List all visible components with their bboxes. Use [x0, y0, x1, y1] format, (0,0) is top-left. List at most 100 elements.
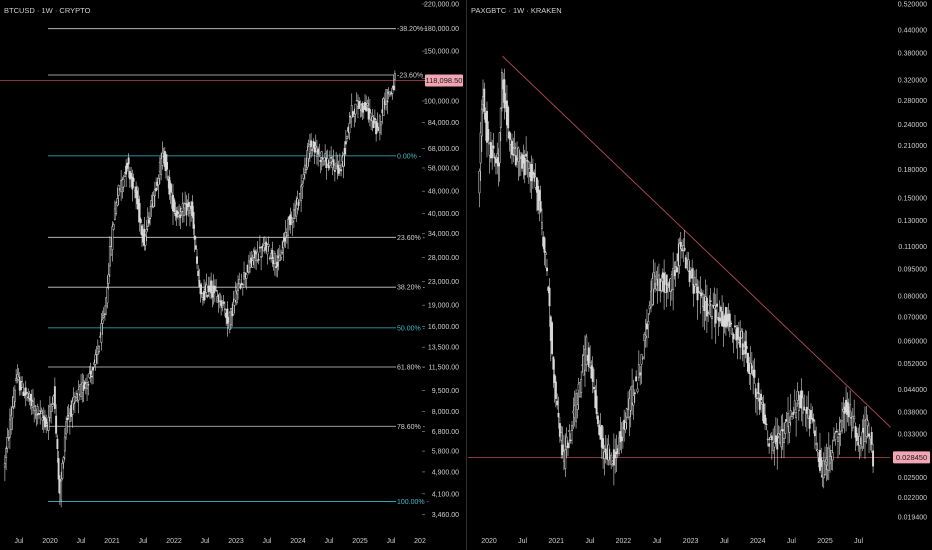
candle-body [533, 172, 536, 179]
candle-body [138, 203, 141, 223]
candle-body [116, 198, 119, 206]
candle-body [692, 284, 695, 294]
candle-body [647, 321, 650, 326]
candle-body [122, 178, 125, 188]
candle-body [732, 334, 735, 340]
candle-body [603, 451, 606, 459]
candle-body [691, 268, 694, 279]
candle-body [866, 420, 869, 427]
candle-body [480, 108, 483, 137]
price-tick-label: 0.070000 [898, 314, 927, 321]
candle-body [320, 151, 323, 158]
candle-body [40, 411, 43, 415]
candle-body [147, 219, 150, 224]
candle-body [53, 386, 56, 409]
candle-body [500, 72, 503, 109]
candle-body [275, 266, 278, 269]
candle-body [87, 384, 90, 386]
candle-body [697, 291, 700, 293]
candle-body [371, 116, 374, 122]
candle-body [544, 252, 547, 256]
time-tick-label: Jul [387, 538, 396, 545]
price-tick-label: 3,460.00 [432, 512, 459, 519]
candle-body [110, 246, 113, 256]
price-tick-label: 0.060000 [898, 338, 927, 345]
price-tick-label: 0.320000 [898, 77, 927, 84]
candle-body [674, 266, 677, 268]
candle-body [525, 153, 528, 157]
candle-body [847, 406, 850, 418]
candle-body [663, 272, 666, 293]
price-tick-label: 0.440000 [898, 28, 927, 35]
candle-body [834, 432, 837, 440]
price-tick-label: 0.033000 [898, 432, 927, 439]
price-tick-label: 0.280000 [898, 98, 927, 105]
candle-body [539, 201, 542, 212]
candle-body [762, 403, 765, 424]
candle-body [12, 397, 15, 407]
btcusd-chart[interactable]: -38.20% - -23.60% - 0.00% - 23.60% - 38.20% … [0, 2, 463, 546]
descending-trendline [502, 55, 891, 428]
candle-body [297, 202, 300, 206]
candle-body [300, 185, 303, 201]
candle-body [359, 103, 362, 106]
candle-body [103, 313, 106, 315]
candle-body [215, 290, 218, 292]
price-tick-label: 19,000.00 [428, 303, 459, 310]
candle-body [496, 153, 499, 158]
candle-body [556, 400, 559, 406]
candle-body [624, 422, 627, 430]
time-tick-label: Jul [139, 538, 148, 545]
candle-body [526, 160, 529, 162]
price-badge-label: 118,098.50 [426, 76, 463, 85]
candle-body [791, 414, 794, 417]
candle-body [580, 378, 583, 393]
candle-body [636, 388, 639, 393]
candle-body [576, 404, 579, 410]
price-tick-label: 0.130000 [898, 218, 927, 225]
candle-body [479, 132, 482, 164]
candle-body [101, 319, 104, 324]
candle-body [591, 367, 594, 382]
candle-body [507, 106, 510, 129]
candle-body [292, 209, 295, 219]
time-tick-label: 2025 [817, 538, 833, 545]
candle-body [708, 303, 711, 306]
price-tick-label: 0.110000 [898, 244, 927, 251]
time-tick-label: Jul [325, 538, 334, 545]
price-badge-bg [425, 74, 463, 87]
price-badge-label: 0.028450 [896, 453, 927, 462]
candle-body [173, 199, 176, 212]
candle-body [342, 155, 345, 167]
candle-body [233, 298, 236, 306]
candle-body [206, 295, 209, 297]
candle-body [62, 457, 65, 463]
candle-body [187, 202, 190, 207]
candle-body [837, 436, 839, 442]
candle-body [633, 392, 636, 395]
candle-body [26, 392, 28, 394]
candle-body [635, 376, 638, 382]
candle-body [139, 219, 142, 224]
time-tick-label: Jul [585, 538, 594, 545]
time-tick-label: 2023 [683, 538, 699, 545]
candle-body [854, 426, 857, 438]
candle-body [100, 323, 103, 343]
candle-body [391, 87, 394, 94]
candle-body [382, 98, 385, 116]
candle-body [108, 246, 111, 267]
candle-body [258, 246, 261, 249]
candle-body [32, 401, 34, 408]
btcusd-time-axis[interactable]: Jul 2020 Jul 2021 Jul 2022 Jul 2023 Jul 2024 Jul 20… [15, 538, 426, 545]
candle-body [841, 420, 843, 432]
candle-body [571, 425, 573, 431]
candle-body [192, 211, 195, 229]
candle-body [39, 410, 42, 412]
candle-body [211, 292, 214, 298]
candle-body [140, 225, 143, 236]
paxgbtc-chart[interactable]: 0.520000 0.440000 0.380000 0.320000 0.280000… [468, 2, 930, 546]
paxgbtc-time-axis[interactable]: 2020 Jul 2021 Jul 2022 Jul 2023 Jul 2024 Jul 2025 J… [481, 538, 863, 545]
candle-body [734, 325, 736, 328]
candle-body [373, 117, 376, 121]
candle-body [5, 448, 8, 458]
